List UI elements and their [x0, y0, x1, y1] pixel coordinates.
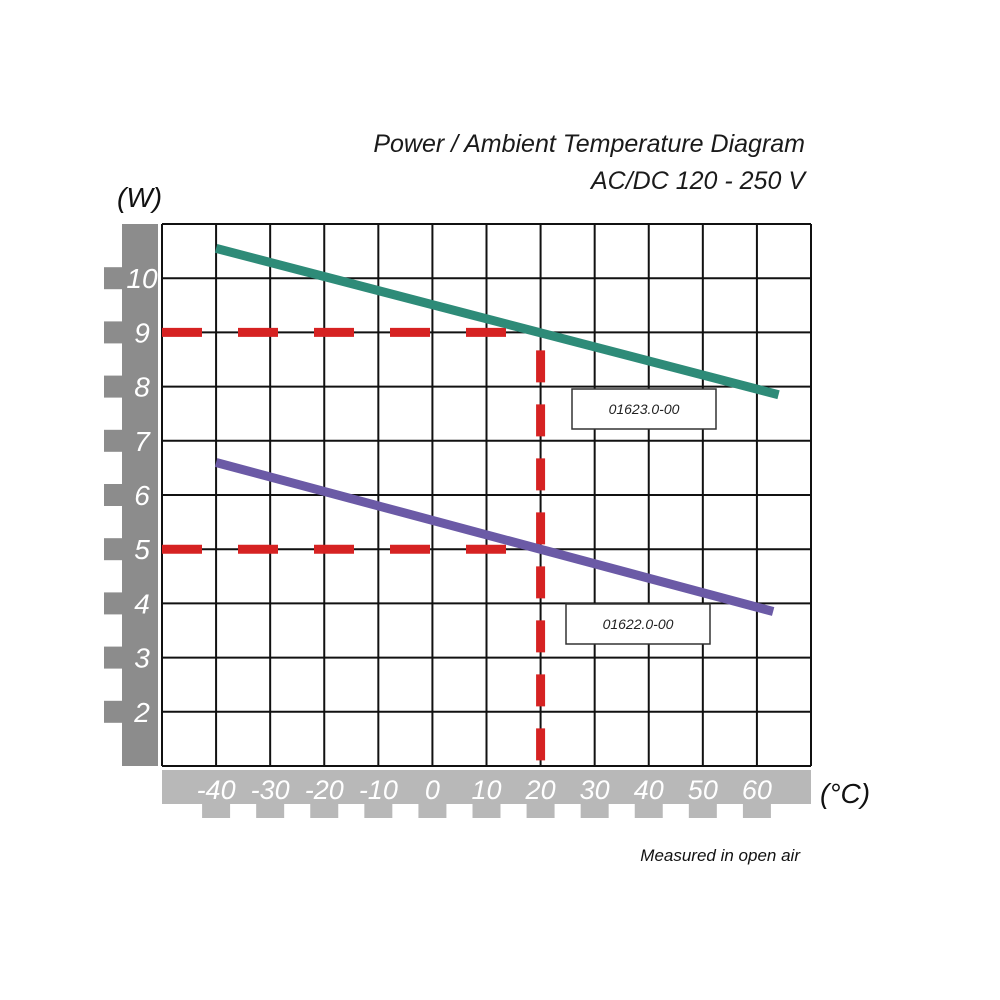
- y-axis-bar: [122, 224, 158, 766]
- series-label-frame: [565, 603, 711, 645]
- y-axis-unit: (W): [117, 182, 162, 213]
- series-label-text: 01623.0-00: [609, 401, 680, 417]
- x-axis-bar: [162, 770, 811, 804]
- y-axis-tab: [104, 321, 126, 344]
- x-axis-tab: [742, 800, 771, 818]
- reference-lines: [162, 327, 546, 766]
- x-tick-label: 30: [580, 775, 610, 805]
- series-label-text: 01622.0-00: [603, 616, 674, 632]
- x-axis-unit: (°C): [820, 778, 870, 809]
- series-label-frame: [571, 388, 717, 430]
- y-axis-tab: [104, 429, 126, 452]
- y-tick-label: 6: [134, 480, 150, 511]
- x-tick-label: -20: [305, 775, 344, 805]
- y-axis-tab: [104, 538, 126, 561]
- y-axis-tab: [104, 592, 126, 615]
- x-tick-label: 0: [425, 775, 440, 805]
- x-axis-tab: [310, 800, 339, 818]
- y-axis-tab: [104, 484, 126, 506]
- series-labels: 01623.0-00 01622.0-00: [565, 388, 717, 645]
- x-tick-label: 40: [634, 775, 664, 805]
- x-axis-tab: [688, 800, 717, 818]
- x-tick-label: -30: [251, 775, 290, 805]
- series-line: [214, 244, 780, 400]
- y-tick-label: 3: [134, 643, 150, 674]
- x-axis-tab: [580, 800, 609, 818]
- series-line: [214, 458, 775, 616]
- chart-title: Power / Ambient Temperature Diagram: [373, 130, 805, 158]
- y-tick-label: 4: [134, 588, 150, 619]
- x-tick-label: -10: [359, 775, 398, 805]
- measurement-note: Measured in open air: [640, 846, 801, 865]
- y-tick-label: 10: [126, 263, 158, 294]
- series-lines: [214, 244, 780, 616]
- y-axis-tab: [104, 646, 126, 669]
- x-tick-label: 60: [742, 775, 772, 805]
- x-tick-label: 10: [471, 775, 501, 805]
- x-axis-tab: [472, 800, 501, 818]
- series-label-box: 01622.0-00: [565, 603, 711, 645]
- grid: [161, 223, 812, 767]
- y-tick-label: 8: [134, 372, 150, 403]
- y-axis-tab: [104, 700, 126, 723]
- x-axis-tab: [202, 800, 231, 818]
- x-tick-label: 20: [525, 775, 556, 805]
- y-axis-tab: [104, 375, 126, 398]
- y-tick-label: 2: [133, 697, 150, 728]
- y-axis-tab: [104, 267, 126, 290]
- y-tick-label: 5: [134, 534, 150, 565]
- x-tick-label: 50: [688, 775, 718, 805]
- axes: 2 3 4 5 6 7 8 9 10 -40 -30 -20 -10 0 10 20 30 40 50 60: [104, 224, 811, 818]
- chart-subtitle: AC/DC 120 - 250 V: [589, 167, 807, 195]
- y-tick-label: 7: [134, 426, 151, 457]
- x-tick-label: -40: [197, 775, 236, 805]
- x-axis-tab: [418, 800, 447, 818]
- series-label-box: 01623.0-00: [571, 388, 717, 430]
- y-tick-label: 9: [134, 317, 150, 348]
- x-axis-tab: [634, 800, 663, 818]
- x-axis-tab: [364, 800, 393, 818]
- x-axis-tab: [526, 800, 555, 818]
- x-axis-tab: [256, 800, 285, 818]
